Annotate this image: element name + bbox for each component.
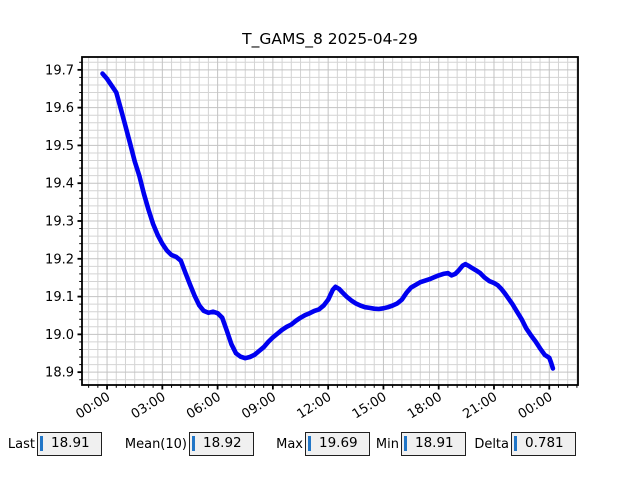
stat-label-min: Min bbox=[375, 437, 399, 452]
text-cursor bbox=[514, 436, 517, 451]
stat-label-last: Last bbox=[7, 437, 35, 452]
svg-text:19.0: 19.0 bbox=[45, 328, 74, 343]
svg-text:19.7: 19.7 bbox=[45, 63, 74, 78]
svg-text:19.4: 19.4 bbox=[45, 177, 74, 192]
svg-text:18.9: 18.9 bbox=[45, 366, 74, 381]
svg-text:12:00: 12:00 bbox=[295, 390, 335, 423]
text-cursor bbox=[40, 436, 43, 451]
stat-input-mean[interactable]: 18.92 bbox=[189, 432, 254, 456]
chart-title: T_GAMS_8 2025-04-29 bbox=[242, 30, 418, 48]
stat-value-last: 18.91 bbox=[51, 435, 90, 451]
svg-text:06:00: 06:00 bbox=[184, 390, 224, 423]
stat-input-min[interactable]: 18.91 bbox=[401, 432, 466, 456]
svg-text:15:00: 15:00 bbox=[350, 390, 390, 423]
stat-label-mean: Mean(10) bbox=[124, 437, 187, 452]
svg-text:00:00: 00:00 bbox=[516, 390, 556, 423]
svg-text:18:00: 18:00 bbox=[405, 390, 445, 423]
svg-text:19.1: 19.1 bbox=[45, 290, 74, 305]
temperature-line-chart: 00:00 03:00 06:00 09:00 12:00 15:00 18:00 21:00… bbox=[45, 56, 579, 423]
svg-text:03:00: 03:00 bbox=[129, 390, 169, 423]
stat-input-max[interactable]: 19.69 bbox=[305, 432, 370, 456]
text-cursor bbox=[404, 436, 407, 451]
svg-text:19.6: 19.6 bbox=[45, 101, 74, 116]
stat-value-min: 18.91 bbox=[415, 435, 454, 451]
stat-label-max: Max bbox=[276, 437, 303, 452]
stat-input-delta[interactable]: 0.781 bbox=[511, 432, 576, 456]
stat-label-delta: Delta bbox=[474, 437, 509, 452]
svg-text:21:00: 21:00 bbox=[460, 390, 500, 423]
stat-input-last[interactable]: 18.91 bbox=[37, 432, 102, 456]
stat-value-delta: 0.781 bbox=[525, 435, 564, 451]
text-cursor bbox=[192, 436, 195, 451]
svg-text:19.5: 19.5 bbox=[45, 139, 74, 154]
svg-text:09:00: 09:00 bbox=[239, 390, 279, 423]
svg-text:19.3: 19.3 bbox=[45, 215, 74, 230]
stat-value-mean: 18.92 bbox=[203, 435, 242, 451]
text-cursor bbox=[308, 436, 311, 451]
svg-text:19.2: 19.2 bbox=[45, 252, 74, 267]
stat-value-max: 19.69 bbox=[319, 435, 358, 451]
svg-text:00:00: 00:00 bbox=[73, 390, 113, 423]
